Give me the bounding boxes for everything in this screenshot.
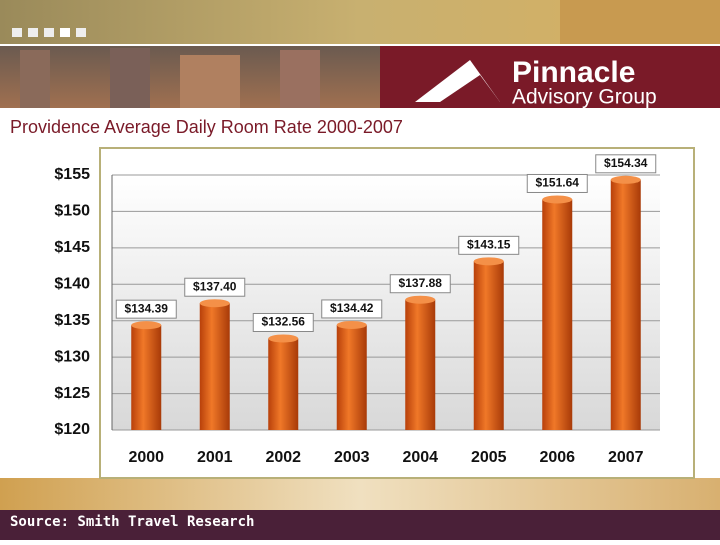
brand: Pinnacle bbox=[512, 56, 635, 89]
y-tick-label: $120 bbox=[54, 421, 90, 438]
bar-cap bbox=[405, 295, 436, 304]
bar-cap bbox=[542, 195, 573, 204]
value-label-box bbox=[389, 274, 451, 294]
x-tick-label: 2002 bbox=[265, 449, 301, 466]
chart-title: Providence Average Daily Room Rate 2000-… bbox=[10, 117, 403, 137]
bar-cap bbox=[473, 257, 504, 266]
y-tick-label: $145 bbox=[54, 239, 90, 256]
footer-bar bbox=[0, 510, 720, 540]
x-tick-label: 2006 bbox=[539, 449, 575, 466]
value-label-box bbox=[252, 312, 314, 332]
bar bbox=[473, 261, 504, 430]
chart: $120 $125 $130 $135 $140 $145 $150 $155 2000 $134… bbox=[54, 154, 660, 466]
y-tick-label: $140 bbox=[54, 276, 90, 293]
bottom-image bbox=[0, 478, 720, 510]
bar bbox=[542, 199, 573, 430]
bar-cap bbox=[336, 320, 367, 329]
bar bbox=[336, 324, 367, 430]
bar-cap bbox=[610, 175, 641, 184]
y-tick-label: $135 bbox=[54, 312, 90, 329]
value-label: $143.15 bbox=[467, 238, 511, 252]
bar bbox=[405, 299, 436, 430]
x-tick-label: 2000 bbox=[128, 449, 164, 466]
value-label: $134.39 bbox=[125, 301, 169, 315]
bar-cap bbox=[268, 334, 299, 343]
y-tick-label: $125 bbox=[54, 385, 90, 402]
bar bbox=[610, 179, 641, 430]
header-banner: Pinnacle Advisory Group bbox=[0, 0, 720, 109]
value-label: $151.64 bbox=[536, 176, 580, 190]
x-tick-label: 2003 bbox=[334, 449, 370, 466]
plot-area bbox=[112, 175, 660, 430]
bar bbox=[268, 338, 299, 430]
value-label-box bbox=[321, 299, 383, 319]
bar bbox=[131, 325, 162, 430]
x-tick-label: 2005 bbox=[471, 449, 507, 466]
value-label: $132.56 bbox=[262, 315, 306, 329]
y-tick-label: $130 bbox=[54, 348, 90, 365]
value-label: $137.40 bbox=[193, 279, 237, 293]
bar-cap bbox=[199, 299, 230, 308]
value-label: $134.42 bbox=[330, 301, 374, 315]
value-label: $154.34 bbox=[604, 156, 648, 170]
bar-cap bbox=[131, 321, 162, 330]
x-tick-label: 2001 bbox=[197, 449, 233, 466]
value-label: $137.88 bbox=[399, 276, 443, 290]
value-label-box bbox=[184, 277, 246, 297]
source: Source: Smith Travel Research bbox=[10, 514, 254, 530]
y-tick-label: $155 bbox=[54, 166, 90, 183]
value-label-box bbox=[115, 299, 177, 319]
value-label-box bbox=[458, 235, 520, 255]
y-tick-label: $150 bbox=[54, 203, 90, 220]
tagline: Advisory Group bbox=[512, 86, 657, 109]
value-label-box bbox=[595, 154, 657, 174]
x-tick-label: 2007 bbox=[608, 449, 644, 466]
value-label-box bbox=[526, 173, 588, 193]
bar bbox=[199, 303, 230, 430]
x-tick-label: 2004 bbox=[402, 449, 438, 466]
